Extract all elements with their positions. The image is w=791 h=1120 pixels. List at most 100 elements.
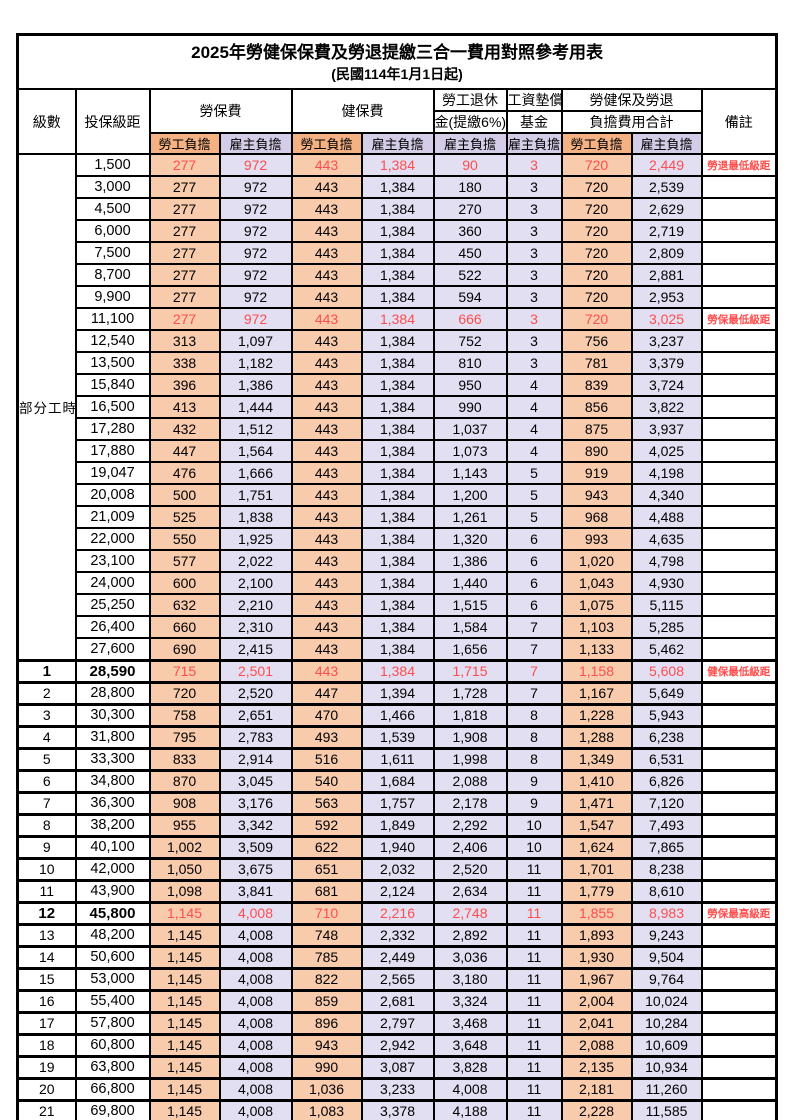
table-row: 7,500 277 972 443 1,384 450 3 720 2,809 bbox=[18, 241, 778, 265]
cell-total-employer: 2,953 bbox=[630, 285, 703, 309]
cell-bracket: 42,000 bbox=[74, 856, 151, 882]
cell-note bbox=[700, 1054, 778, 1080]
cell-wage-fund-employer: 9 bbox=[505, 768, 563, 794]
cell-wage-fund-employer: 3 bbox=[505, 285, 563, 309]
cell-bracket: 7,500 bbox=[74, 241, 151, 265]
table-row: 22,000 550 1,925 443 1,384 1,320 6 993 4,635 bbox=[18, 527, 778, 551]
cell-health-ins-employee: 1,083 bbox=[290, 1098, 363, 1120]
table-row: 15 53,000 1,145 4,008 822 2,565 3,180 11 1,967 9,… bbox=[16, 966, 778, 992]
cell-bracket: 55,400 bbox=[74, 988, 151, 1014]
cell-labor-ins-employee: 1,098 bbox=[148, 878, 221, 904]
cell-level: 5 bbox=[16, 746, 77, 772]
cell-labor-ins-employer: 972 bbox=[218, 153, 293, 177]
table-row: 17,280 432 1,512 443 1,384 1,037 4 875 3,937 bbox=[18, 417, 778, 441]
cell-wage-fund-employer: 11 bbox=[505, 1076, 563, 1102]
cell-total-employee: 2,135 bbox=[560, 1054, 633, 1080]
cell-health-ins-employee: 443 bbox=[290, 593, 363, 617]
table-row: 21,009 525 1,838 443 1,384 1,261 5 968 4,488 bbox=[18, 505, 778, 529]
cell-health-ins-employee: 651 bbox=[290, 856, 363, 882]
cell-pension-employer: 2,406 bbox=[432, 834, 508, 860]
cell-labor-ins-employer: 972 bbox=[218, 285, 293, 309]
cell-total-employee: 1,158 bbox=[560, 658, 633, 684]
table-row: 9 40,100 1,002 3,509 622 1,940 2,406 10 1,624 7,8… bbox=[16, 834, 778, 860]
cell-pension-employer: 2,520 bbox=[432, 856, 508, 882]
cell-labor-ins-employee: 833 bbox=[148, 746, 221, 772]
cell-pension-employer: 752 bbox=[432, 329, 508, 353]
cell-total-employer: 4,198 bbox=[630, 461, 703, 485]
cell-wage-fund-employer: 10 bbox=[505, 812, 563, 838]
cell-pension-employer: 2,634 bbox=[432, 878, 508, 904]
cell-health-ins-employer: 1,384 bbox=[360, 153, 435, 177]
cell-labor-ins-employer: 2,914 bbox=[218, 746, 293, 772]
col-header-pension-line2: 金(提繳6%) bbox=[432, 110, 508, 134]
cell-total-employee: 1,075 bbox=[560, 593, 633, 617]
cell-labor-ins-employer: 972 bbox=[218, 241, 293, 265]
cell-labor-ins-employee: 500 bbox=[148, 483, 221, 507]
cell-bracket: 50,600 bbox=[74, 944, 151, 970]
cell-total-employer: 3,237 bbox=[630, 329, 703, 353]
cell-health-ins-employer: 1,466 bbox=[360, 702, 435, 728]
table-row: 11,100 277 972 443 1,384 666 3 720 3,025 勞保最低級距 bbox=[18, 307, 778, 331]
cell-pension-employer: 1,143 bbox=[432, 461, 508, 485]
cell-health-ins-employer: 1,384 bbox=[360, 571, 435, 595]
table-row: 部分工時 1,500 277 972 443 1,384 90 3 720 2,449 勞退最低級距 bbox=[16, 153, 778, 661]
cell-health-ins-employee: 748 bbox=[290, 922, 363, 948]
cell-level: 21 bbox=[16, 1098, 77, 1120]
cell-health-ins-employee: 443 bbox=[290, 505, 363, 529]
cell-bracket: 4,500 bbox=[74, 197, 151, 221]
col-header-level: 級數 bbox=[16, 88, 77, 155]
cell-bracket: 28,590 bbox=[74, 658, 151, 684]
cell-total-employer: 4,930 bbox=[630, 571, 703, 595]
cell-total-employee: 875 bbox=[560, 417, 633, 441]
cell-health-ins-employee: 1,036 bbox=[290, 1076, 363, 1102]
cell-pension-employer: 522 bbox=[432, 263, 508, 287]
cell-labor-ins-employee: 277 bbox=[148, 153, 221, 177]
cell-bracket: 38,200 bbox=[74, 812, 151, 838]
cell-total-employee: 968 bbox=[560, 505, 633, 529]
cell-note bbox=[700, 856, 778, 882]
table-row: 8 38,200 955 3,342 592 1,849 2,292 10 1,547 7,493 bbox=[16, 812, 778, 838]
cell-labor-ins-employee: 1,145 bbox=[148, 1032, 221, 1058]
cell-total-employee: 1,410 bbox=[560, 768, 633, 794]
cell-labor-ins-employee: 1,145 bbox=[148, 944, 221, 970]
cell-note bbox=[700, 505, 778, 529]
cell-pension-employer: 990 bbox=[432, 395, 508, 419]
cell-wage-fund-employer: 8 bbox=[505, 724, 563, 750]
cell-note bbox=[700, 966, 778, 992]
cell-note bbox=[700, 263, 778, 287]
cell-total-employer: 9,243 bbox=[630, 922, 703, 948]
cell-health-ins-employer: 2,124 bbox=[360, 878, 435, 904]
cell-labor-ins-employer: 2,415 bbox=[218, 637, 293, 661]
cell-health-ins-employee: 592 bbox=[290, 812, 363, 838]
cell-total-employer: 10,934 bbox=[630, 1054, 703, 1080]
table-row: 17 57,800 1,145 4,008 896 2,797 3,468 11 2,041 10… bbox=[16, 1010, 778, 1036]
cell-total-employer: 5,608 bbox=[630, 658, 703, 684]
cell-health-ins-employee: 622 bbox=[290, 834, 363, 860]
cell-health-ins-employer: 1,384 bbox=[360, 417, 435, 441]
cell-bracket: 45,800 bbox=[74, 900, 151, 926]
subheader-labor-employer: 雇主負擔 bbox=[218, 132, 293, 155]
cell-total-employee: 720 bbox=[560, 263, 633, 287]
cell-labor-ins-employee: 632 bbox=[148, 593, 221, 617]
cell-labor-ins-employer: 1,666 bbox=[218, 461, 293, 485]
table-row: 4 31,800 795 2,783 493 1,539 1,908 8 1,288 6,238 bbox=[16, 724, 778, 750]
cell-note bbox=[700, 373, 778, 397]
cell-note: 勞保最低級距 bbox=[700, 307, 778, 331]
cell-health-ins-employee: 443 bbox=[290, 615, 363, 639]
table-row: 27,600 690 2,415 443 1,384 1,656 7 1,133 5,462 bbox=[18, 637, 778, 661]
cell-pension-employer: 1,320 bbox=[432, 527, 508, 551]
cell-total-employer: 2,539 bbox=[630, 175, 703, 199]
cell-health-ins-employee: 470 bbox=[290, 702, 363, 728]
cell-note bbox=[700, 571, 778, 595]
premium-reference-table: 2025年勞健保保費及勞退提繳三合一費用對照參考用表 (民國114年1月1日起)… bbox=[16, 33, 779, 1120]
cell-health-ins-employee: 443 bbox=[290, 527, 363, 551]
cell-labor-ins-employee: 1,145 bbox=[148, 1076, 221, 1102]
cell-bracket: 48,200 bbox=[74, 922, 151, 948]
cell-bracket: 17,280 bbox=[74, 417, 151, 441]
cell-labor-ins-employer: 972 bbox=[218, 307, 293, 331]
cell-health-ins-employee: 443 bbox=[290, 175, 363, 199]
page-subtitle: (民國114年1月1日起) bbox=[331, 65, 463, 82]
cell-total-employer: 3,379 bbox=[630, 351, 703, 375]
cell-note bbox=[700, 461, 778, 485]
table-row: 23,100 577 2,022 443 1,384 1,386 6 1,020 4,798 bbox=[18, 549, 778, 573]
